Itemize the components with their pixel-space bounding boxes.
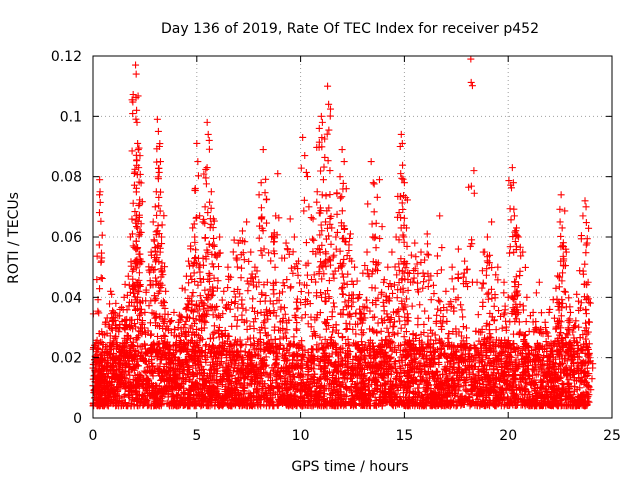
data-point bbox=[385, 332, 393, 340]
data-point bbox=[392, 375, 400, 383]
data-point bbox=[457, 332, 465, 340]
data-point bbox=[537, 309, 545, 317]
data-point bbox=[390, 322, 398, 330]
data-point bbox=[545, 308, 553, 316]
data-point bbox=[400, 333, 408, 341]
data-point bbox=[540, 352, 548, 360]
data-point bbox=[461, 376, 469, 384]
data-point bbox=[443, 317, 451, 325]
data-point bbox=[396, 317, 404, 325]
data-point bbox=[342, 325, 350, 333]
data-point bbox=[485, 354, 493, 362]
data-point bbox=[488, 345, 496, 353]
data-point bbox=[225, 332, 233, 340]
data-point bbox=[343, 325, 351, 333]
data-point bbox=[390, 331, 398, 339]
data-point bbox=[514, 351, 522, 359]
data-point bbox=[307, 345, 315, 353]
data-point bbox=[246, 322, 254, 330]
data-point bbox=[395, 342, 403, 350]
data-point bbox=[290, 333, 298, 341]
data-point bbox=[283, 326, 291, 334]
points-layer bbox=[89, 55, 597, 410]
data-point bbox=[462, 324, 470, 332]
